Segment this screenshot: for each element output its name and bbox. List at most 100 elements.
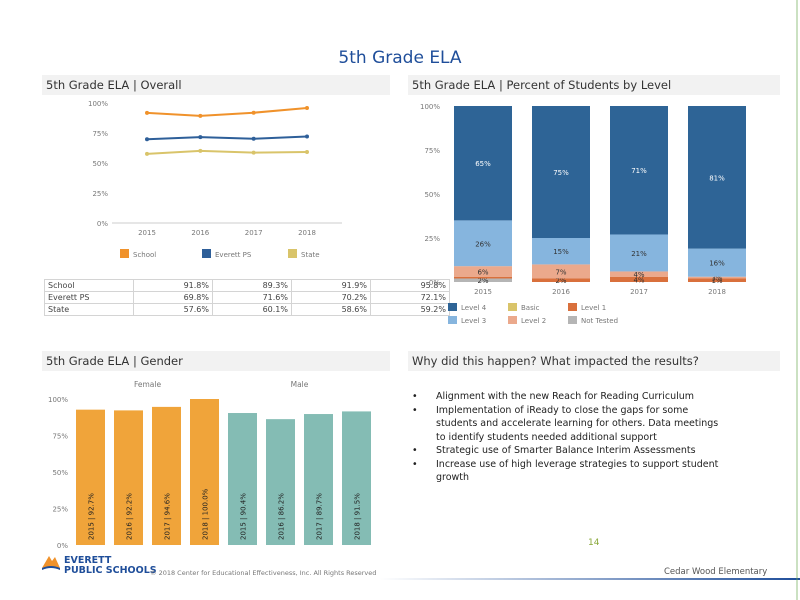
stack-segment [610, 271, 668, 277]
table-cell: 71.6% [212, 291, 292, 304]
table-row: Everett PS 69.8% 71.6% 70.2% 72.1% [44, 291, 450, 304]
data-point [145, 151, 149, 156]
data-point [251, 110, 256, 115]
stack-segment [532, 278, 590, 282]
table-row: School 91.8% 89.3% 91.9% 95.8% [44, 279, 450, 292]
stack-segment [688, 106, 746, 249]
data-point [198, 148, 203, 153]
table-cell: 91.8% [133, 279, 213, 292]
logo-icon [40, 552, 62, 574]
gender-bar [304, 414, 333, 545]
y-tick-label: 0% [97, 220, 108, 228]
stack-segment [610, 234, 668, 272]
x-tick-label: 2017 [245, 229, 263, 237]
slide-title: 5th Grade ELA [338, 48, 462, 68]
legend-label: School [133, 251, 156, 259]
list-item: • Implementation of iReady to close the g… [412, 404, 719, 443]
y-tick-label: 25% [52, 506, 68, 514]
bar-label: 2015 | 90.4% [240, 493, 248, 540]
stack-segment [454, 220, 512, 267]
data-label: 7% [555, 268, 566, 276]
legend-label: Not Tested [581, 317, 618, 325]
series-line [146, 149, 308, 155]
footer-divider [380, 578, 800, 580]
gender-bar [342, 411, 371, 545]
legend-label: Basic [521, 304, 540, 312]
gender-bar [266, 419, 295, 545]
table-cell: 89.3% [212, 279, 292, 292]
data-point [145, 110, 149, 115]
stack-segment [532, 106, 590, 238]
data-point [251, 150, 256, 155]
levels-panel-title: 5th Grade ELA | Percent of Students by L… [408, 75, 780, 95]
stack-segment [454, 278, 512, 282]
stack-segment [610, 276, 668, 282]
stack-segment [532, 264, 590, 279]
legend-swatch [448, 303, 457, 311]
data-point [305, 134, 309, 139]
stack-segment [454, 106, 512, 221]
data-label: 81% [709, 174, 725, 182]
legend-swatch [568, 303, 577, 311]
group-label: Male [291, 380, 309, 389]
legend-swatch [202, 249, 211, 258]
gender-bar [228, 413, 257, 545]
x-tick-label: 2016 [552, 288, 570, 296]
data-label: 2% [555, 277, 566, 285]
x-tick-label: 2015 [138, 229, 156, 237]
stack-segment [610, 106, 668, 235]
y-tick-label: 75% [92, 130, 108, 138]
series-line [146, 135, 308, 141]
bar-label: 2018 | 100.0% [202, 488, 210, 540]
list-item: • Strategic use of Smarter Balance Interi… [412, 445, 696, 456]
x-tick-label: 2017 [630, 288, 648, 296]
y-tick-label: 50% [52, 469, 68, 477]
table-row-label: State [44, 303, 134, 316]
data-point [198, 135, 203, 140]
gender-bar [114, 410, 143, 545]
logo-text: EVERETT PUBLIC SCHOOLS [64, 555, 157, 576]
data-label: 1% [711, 277, 722, 285]
gender-bar [76, 409, 105, 545]
table-cell: 69.8% [133, 291, 213, 304]
data-label: 21% [631, 250, 647, 258]
list-item: • Increase use of high leverage strategie… [412, 458, 719, 484]
data-label: 6% [477, 268, 488, 276]
gender-bar [190, 399, 219, 545]
y-tick-label: 0% [57, 542, 68, 550]
why-bullet-list: • Alignment with the new Reach for Readin… [408, 390, 728, 485]
x-tick-label: 2018 [708, 288, 726, 296]
y-tick-label: 50% [424, 191, 440, 199]
stack-segment [688, 248, 746, 277]
overall-panel-title: 5th Grade ELA | Overall [42, 75, 390, 95]
overall-line-chart: 0% 25% 50% 75% 100% 2015 2016 2017 2018 School Eve… [88, 100, 342, 259]
data-label: 4% [633, 271, 644, 279]
bar-label: 2015 | 92.7% [88, 493, 96, 540]
legend-label: Level 4 [461, 304, 487, 312]
bar-label: 2017 | 94.6% [164, 493, 172, 540]
stack-segment [454, 266, 512, 277]
stack-segment [688, 276, 746, 279]
y-tick-label: 25% [424, 235, 440, 243]
list-item: • Alignment with the new Reach for Readin… [412, 391, 694, 402]
data-label: 71% [631, 167, 647, 175]
page-number: 14 [588, 538, 600, 548]
legend-swatch [568, 316, 577, 324]
copyright-text: © 2018 Center for Educational Effectiven… [150, 569, 377, 577]
school-name: Cedar Wood Elementary [664, 567, 768, 577]
y-tick-label: 100% [48, 396, 68, 404]
bar-label: 2018 | 91.5% [354, 493, 362, 540]
y-tick-label: 100% [88, 100, 108, 108]
data-label: 15% [553, 248, 569, 256]
data-label: 3% [711, 275, 722, 283]
stack-segment [532, 238, 590, 265]
table-cell: 59.2% [370, 303, 450, 316]
x-tick-label: 2016 [191, 229, 209, 237]
legend-label: State [301, 251, 320, 259]
y-tick-label: 75% [424, 147, 440, 155]
overall-table: School 91.8% 89.3% 91.9% 95.8% Everett P… [44, 279, 450, 316]
data-label: 75% [553, 169, 569, 177]
table-cell: 57.6% [133, 303, 213, 316]
series-line [146, 107, 308, 117]
table-cell: 58.6% [291, 303, 371, 316]
